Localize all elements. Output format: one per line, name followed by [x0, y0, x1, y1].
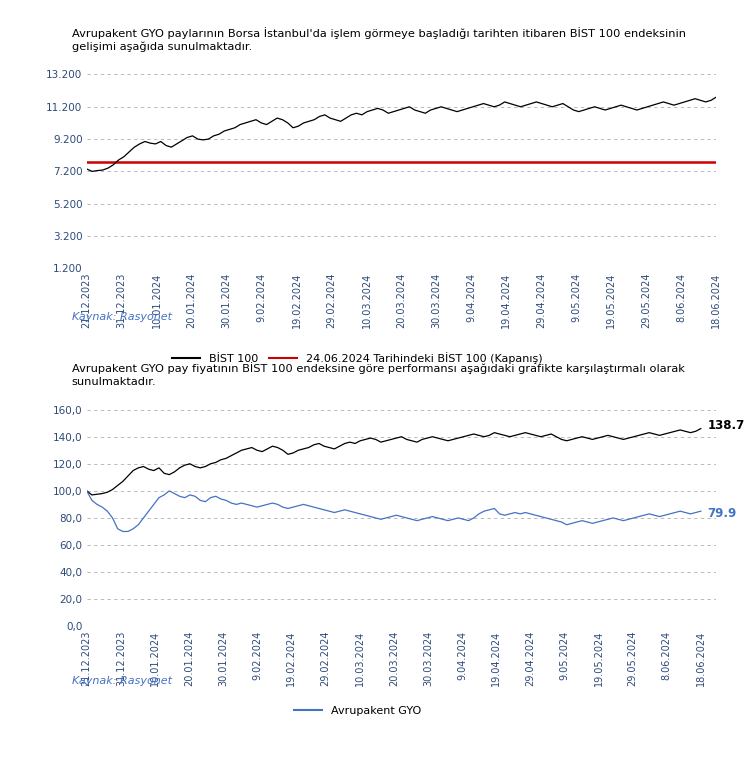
Text: 138.7: 138.7: [707, 419, 745, 432]
Text: Kaynak: Rasyonet: Kaynak: Rasyonet: [72, 676, 172, 686]
Text: Avrupakent GYO paylarının Borsa İstanbul'da işlem görmeye başladığı tarihten iti: Avrupakent GYO paylarının Borsa İstanbul…: [72, 27, 685, 52]
Text: 79.9: 79.9: [707, 508, 737, 521]
Text: Kaynak: Rasyonet: Kaynak: Rasyonet: [72, 312, 172, 322]
Legend: Avrupakent GYO: Avrupakent GYO: [290, 701, 425, 720]
Text: Avrupakent GYO pay fiyatının BİST 100 endeksine göre performansı aşağıdaki grafi: Avrupakent GYO pay fiyatının BİST 100 en…: [72, 362, 685, 387]
Legend: BİST 100, 24.06.2024 Tarihindeki BİST 100 (Kapanış): BİST 100, 24.06.2024 Tarihindeki BİST 10…: [168, 347, 547, 369]
